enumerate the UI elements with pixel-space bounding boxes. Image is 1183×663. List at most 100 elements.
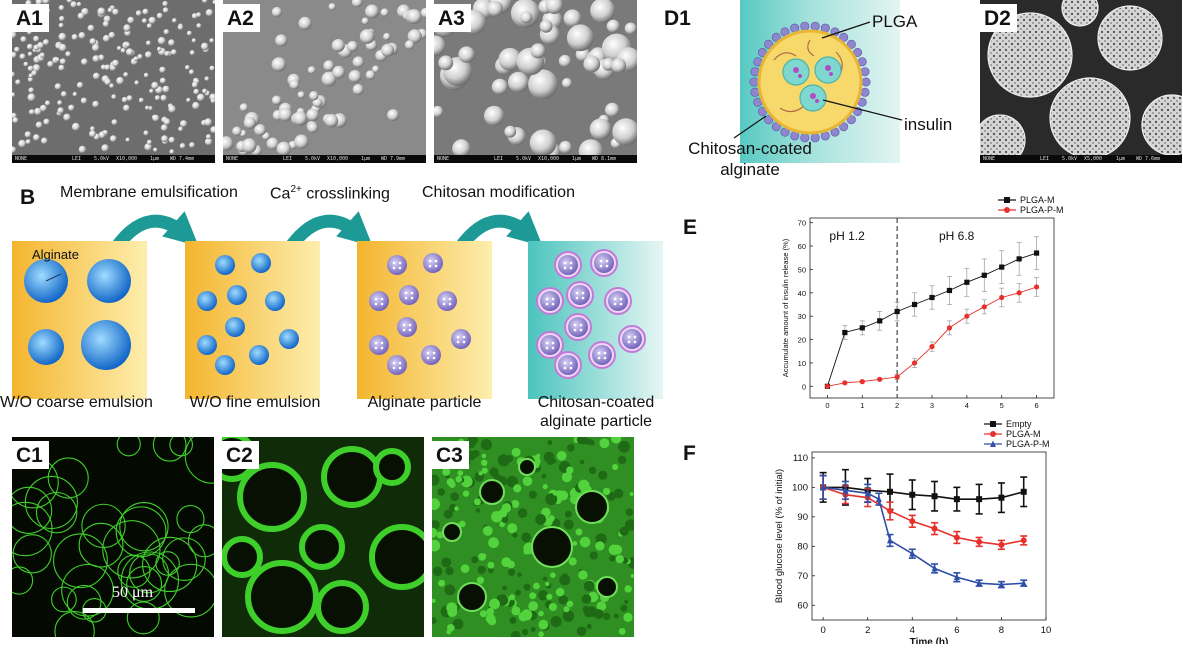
- insulin-dot: [398, 266, 402, 270]
- sem-sphere: [434, 105, 444, 118]
- sem-sphere: [159, 77, 166, 84]
- insulin-dot: [569, 261, 573, 265]
- data-point: [999, 264, 1005, 270]
- insulin-dot: [434, 259, 438, 263]
- fluorescent-particle: [502, 585, 507, 591]
- insulin-dot: [380, 302, 384, 306]
- insulin-dot: [581, 291, 585, 295]
- fluorescent-particle: [501, 557, 512, 567]
- sem-sphere: [200, 42, 209, 51]
- data-point: [998, 541, 1005, 548]
- droplet: [249, 345, 269, 365]
- sem-sphere: [133, 56, 139, 62]
- fluorescent-particle: [589, 551, 598, 560]
- insulin-dot: [563, 361, 567, 365]
- insulin-dot: [392, 261, 396, 265]
- droplet: [369, 335, 389, 355]
- droplet: [622, 329, 642, 349]
- fluorescent-particle: [588, 466, 597, 474]
- chitosan-bead: [846, 115, 856, 125]
- data-point: [894, 308, 900, 315]
- sem-sphere: [19, 53, 26, 60]
- sem-sphere: [589, 118, 612, 140]
- insulin-dot: [633, 335, 637, 339]
- data-point: [981, 304, 987, 310]
- data-point: [911, 301, 918, 308]
- fluorescent-particle: [545, 493, 558, 506]
- sem-sphere: [266, 137, 279, 150]
- fluorescent-particle: [552, 490, 558, 496]
- sem-sphere: [161, 135, 169, 143]
- sem-sphere: [387, 109, 400, 122]
- scale-bar: [83, 608, 195, 613]
- fluorescent-particle: [538, 590, 549, 601]
- sem-sphere: [210, 126, 215, 134]
- chart-e-insulin-release: 0123456010203040506070Time (h)Accumulate…: [781, 195, 1064, 414]
- sem-sphere: [458, 46, 475, 63]
- fluorescent-particle: [237, 462, 307, 532]
- sem-sphere: [271, 95, 282, 106]
- fluorescent-particle: [561, 472, 572, 483]
- x-axis-label: Time (h): [917, 413, 947, 414]
- sem-sphere: [491, 78, 508, 95]
- insulin-dot: [825, 65, 831, 71]
- insulin-dot: [456, 340, 460, 344]
- fluorescent-particle: [624, 585, 632, 593]
- sem-sphere: [109, 135, 117, 143]
- data-point: [877, 318, 883, 324]
- fluorescent-particle: [529, 592, 537, 600]
- insulin-label: insulin: [904, 115, 953, 134]
- sem-info-text: 5.0kV: [516, 156, 532, 162]
- insulin-dot: [597, 351, 601, 355]
- sem-sphere: [487, 0, 503, 17]
- sem-info-text: 1μm: [572, 156, 582, 162]
- insulin-dot: [402, 328, 406, 332]
- sem-sphere: [193, 88, 200, 95]
- sem-sphere: [563, 9, 582, 28]
- confocal-micrograph: [222, 437, 424, 637]
- sem-sphere: [530, 43, 546, 59]
- confocal-micrograph: [432, 437, 634, 637]
- plga-label: PLGA: [872, 12, 918, 31]
- x-tick-label: 5: [1000, 401, 1004, 410]
- sem-sphere: [125, 48, 134, 56]
- data-point: [1020, 488, 1027, 495]
- insulin-dot: [426, 356, 430, 360]
- sem-sphere: [210, 98, 215, 104]
- sem-sphere: [134, 80, 139, 85]
- sem-sphere: [606, 19, 620, 33]
- fluorescent-particle: [450, 492, 459, 501]
- fluorescent-particle: [613, 488, 624, 499]
- sem-sphere: [307, 122, 319, 133]
- data-point: [929, 343, 935, 350]
- fluorescent-particle: [541, 474, 547, 479]
- fluorescent-particle: [528, 490, 537, 499]
- y-tick-label: 30: [798, 312, 806, 321]
- sem-sphere: [37, 42, 44, 49]
- insulin-dot: [810, 93, 816, 99]
- insulin-dot: [613, 302, 617, 306]
- droplet: [81, 320, 131, 370]
- fluorescent-particle: [455, 475, 463, 483]
- droplet: [397, 317, 417, 337]
- fluorescent-particle: [152, 437, 187, 462]
- series-line: [822, 486, 1024, 546]
- sem-sphere: [33, 35, 40, 42]
- sem-sphere: [15, 79, 21, 85]
- sem-sphere: [59, 15, 65, 22]
- x-tick-label: 4: [910, 625, 915, 636]
- label-line: Chitosan-coated: [688, 139, 812, 158]
- fluorescent-particle: [432, 474, 440, 486]
- insulin-dot: [545, 302, 549, 306]
- fluorescent-particle: [119, 502, 169, 552]
- fluorescent-particle: [550, 572, 556, 578]
- sem-sphere: [123, 72, 129, 78]
- legend-label: Empty: [1006, 419, 1032, 429]
- sem-sphere: [162, 85, 170, 93]
- chitosan-bead: [800, 21, 810, 31]
- sem-sphere: [209, 65, 215, 71]
- fluorescent-particle: [538, 619, 549, 630]
- sem-sphere: [60, 91, 67, 98]
- legend-marker: [990, 421, 996, 427]
- legend-label: PLGA-P-M: [1020, 205, 1064, 215]
